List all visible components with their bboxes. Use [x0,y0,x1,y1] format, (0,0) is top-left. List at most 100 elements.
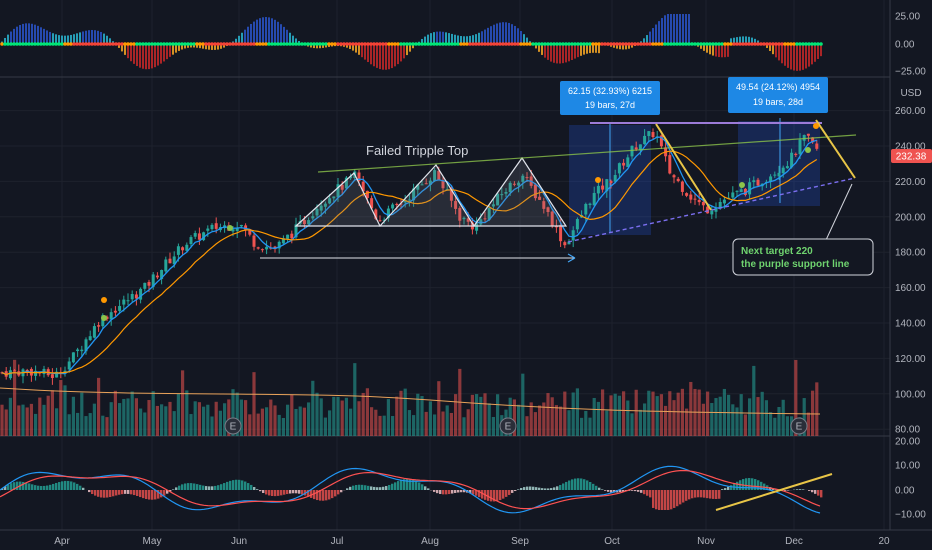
candle-body [370,198,374,209]
momentum-dot [336,42,340,46]
momentum-dot [465,42,469,46]
candle-body [168,258,172,264]
volume-bar [155,405,159,436]
earnings-marker[interactable] [790,417,808,435]
volume-bar [365,388,369,436]
volume-bar [21,404,25,436]
momentum-bar [145,44,147,70]
momentum-bar [217,44,219,50]
momentum-bar [478,32,480,44]
momentum-dot [699,42,703,46]
macd-histogram-bar [253,487,256,490]
momentum-bar [433,32,435,44]
momentum-bar [346,44,348,48]
volume-bar [680,388,684,436]
volume-bar [508,397,512,436]
macd-tick-label: 0.00 [895,486,915,497]
momentum-dot [135,42,139,46]
macd-pane[interactable] [0,465,833,514]
momentum-bar [649,31,651,44]
volume-bar [202,406,206,436]
macd-histogram-bar [457,490,460,493]
macd-histogram-bar [367,485,370,490]
momentum-dot [597,42,601,46]
momentum-bar [493,24,495,44]
macd-histogram-bar [256,489,259,490]
volume-bar [584,410,588,436]
macd-histogram-bar [787,490,790,491]
volume-bar [630,413,634,436]
macd-histogram-bar [529,486,532,490]
momentum-dot [327,42,331,46]
volume-bar [781,399,785,436]
macd-histogram-bar [43,485,46,490]
momentum-bar [91,29,93,44]
candle-body [449,188,453,201]
volume-bar [336,396,340,436]
momentum-indicator-pane[interactable] [0,14,823,71]
momentum-bar [142,44,144,69]
momentum-bar [184,44,186,49]
momentum-bar [523,34,525,44]
earnings-marker[interactable] [224,417,242,435]
momentum-dot [519,42,523,46]
volume-bar [386,399,390,436]
price-axis[interactable]: 260.00 240.00 220.00 200.00 180.00 160.00 140.… [895,12,926,521]
macd-histogram-bar [706,490,709,499]
momentum-dot [114,42,118,46]
momentum-bar [796,44,798,71]
candle-body [336,184,340,198]
momentum-dot [618,42,622,46]
volume-bar [244,400,248,436]
momentum-dot [267,42,271,46]
macd-histogram-bar [262,490,265,493]
momentum-dot [669,42,673,46]
macd-tick-label: 20.00 [895,437,920,448]
momentum-dot [552,42,556,46]
momentum-bar [541,44,543,55]
candle-body [214,223,218,229]
candle-body [92,326,96,338]
signal-dot [227,225,233,231]
volume-bar [659,394,663,436]
volume-bar [281,417,285,436]
candle-body [365,190,369,198]
momentum-dot [87,42,91,46]
volume-bar [391,416,395,436]
candle-body [517,182,521,186]
candle-body [601,185,605,190]
macd-histogram-bar [643,490,646,495]
momentum-bar [574,44,576,59]
momentum-dot [726,42,730,46]
candle-body [172,256,176,265]
momentum-dot [123,42,127,46]
momentum-dot [201,42,205,46]
candle-body [50,374,54,378]
macd-histogram-bar [217,485,220,490]
candle-body [554,226,558,228]
momentum-bar [262,17,264,44]
candle-body [412,188,416,201]
macd-histogram-bar [655,490,658,510]
macd-histogram-bar [244,481,247,490]
momentum-dot [15,42,19,46]
candle-body [290,233,294,239]
momentum-dot [78,42,82,46]
momentum-dot [273,42,277,46]
macd-histogram-bar [109,490,112,498]
momentum-dot [321,42,325,46]
macd-histogram-bar [169,490,172,492]
volume-bar [407,410,411,436]
macd-histogram-bar [568,480,571,490]
momentum-bar [76,33,78,44]
target-callout[interactable] [732,238,874,276]
time-axis[interactable]: Apr May Jun Jul Aug Sep Oct Nov Dec 20 [54,536,890,547]
momentum-dot [75,42,79,46]
candle-body [739,189,743,193]
earnings-marker[interactable] [499,417,517,435]
momentum-bar [106,35,108,44]
momentum-bar [169,44,171,57]
macd-histogram-bar [148,490,151,500]
